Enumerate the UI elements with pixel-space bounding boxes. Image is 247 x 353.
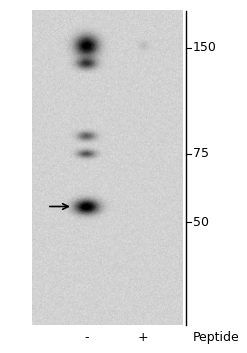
Text: 150: 150 (193, 41, 217, 54)
Text: 75: 75 (193, 147, 209, 160)
Text: -: - (84, 331, 89, 343)
Text: +: + (138, 331, 149, 343)
Text: Peptide: Peptide (193, 331, 239, 343)
Text: 50: 50 (193, 216, 209, 229)
